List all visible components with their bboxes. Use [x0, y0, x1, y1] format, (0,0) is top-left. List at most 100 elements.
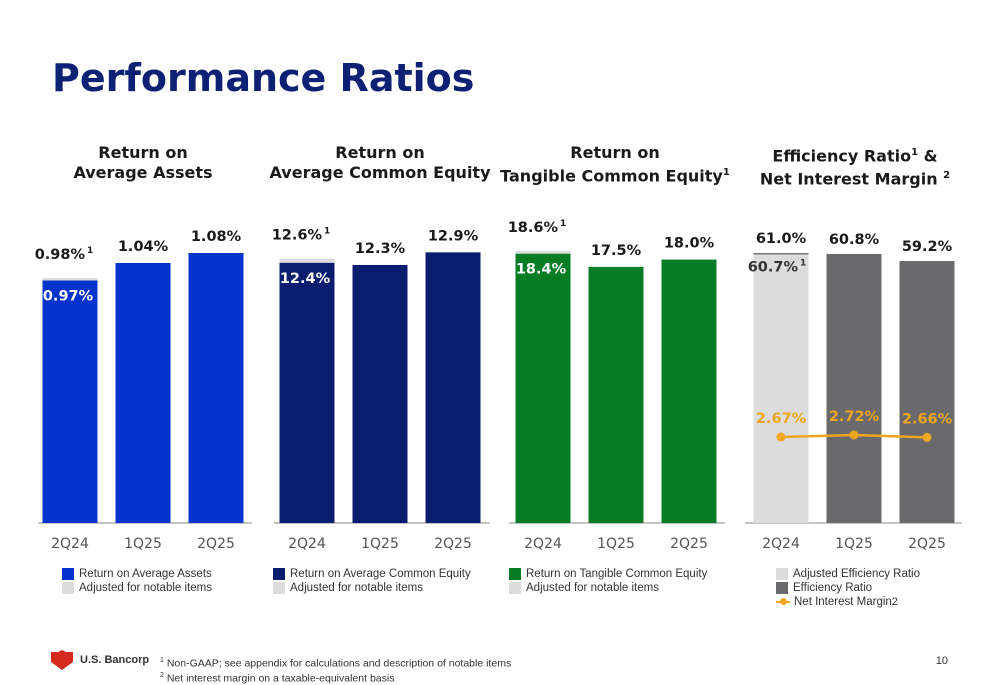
- bar-efficiency: [826, 253, 882, 523]
- legend-swatch: [62, 568, 74, 580]
- x-tick-label: 2Q24: [762, 536, 800, 552]
- page-number: 10: [935, 655, 948, 667]
- nim-data-label: 2.66%: [902, 411, 953, 427]
- legend-roaa: Return on Average Assets Adjusted for not…: [62, 567, 212, 595]
- data-label-main: 1.08%: [191, 229, 242, 245]
- panel-title-line1: Efficiency Ratio: [772, 146, 912, 166]
- data-label-efficiency: 60.8%: [829, 232, 880, 248]
- legend-swatch: [62, 582, 74, 594]
- legend-swatch: [509, 568, 521, 580]
- legend-swatch: [776, 582, 788, 594]
- panel-title-line2: Tangible Common Equity: [500, 166, 723, 186]
- legend-rotce: Return on Tangible Common Equity Adjusted…: [509, 567, 707, 595]
- legend-item: Return on Average Assets: [62, 567, 212, 581]
- panel-title-line2: Average Assets: [73, 163, 213, 182]
- panel-title-line2-wrap: Tangible Common Equity1: [500, 163, 730, 186]
- nim-data-label: 2.72%: [829, 409, 880, 425]
- legend-item: Efficiency Ratio: [776, 581, 920, 595]
- data-label-adjusted-efficiency: 60.7% 1: [748, 258, 807, 275]
- legend-item: Adjusted Efficiency Ratio: [776, 567, 920, 581]
- data-label-efficiency: 61.0%: [756, 231, 807, 247]
- x-tick-label: 2Q24: [51, 536, 89, 552]
- data-label-adjusted: 12.6% 1: [272, 227, 331, 244]
- legend-label: Return on Tangible Common Equity: [526, 568, 708, 580]
- legend-footnote-mark: 2: [891, 596, 898, 608]
- legend-item: Return on Tangible Common Equity: [509, 567, 707, 581]
- panel-title-line1: Return on: [335, 143, 425, 162]
- panel-title-line2: Net Interest Margin: [759, 169, 938, 189]
- panel-title-footnote-mark: 1: [722, 167, 730, 178]
- nim-point: [849, 430, 859, 440]
- bar-efficiency: [899, 261, 955, 523]
- legend-item: Adjusted for notable items: [62, 581, 212, 595]
- data-label-main: 0.97%: [43, 289, 94, 305]
- legend-line-swatch: [776, 597, 790, 607]
- bar-main: [279, 262, 335, 523]
- x-tick-label: 2Q25: [197, 536, 235, 552]
- x-tick-label: 1Q25: [361, 536, 399, 552]
- nim-data-label: 2.67%: [756, 411, 807, 427]
- data-label-adjusted: 0.98% 1: [35, 246, 94, 263]
- panel-title-line2: Average Common Equity: [269, 163, 491, 182]
- x-tick-label: 2Q25: [670, 536, 708, 552]
- panel-title-ampersand: &: [918, 146, 938, 166]
- page-title: Performance Ratios: [52, 56, 475, 100]
- legend-label: Net Interest Margin: [794, 596, 892, 608]
- bar-main: [352, 264, 408, 523]
- x-tick-label: 1Q25: [597, 536, 635, 552]
- legend-efficiency: Adjusted Efficiency Ratio Efficiency Rati…: [776, 567, 920, 609]
- legend-item: Adjusted for notable items: [273, 581, 471, 595]
- footnotes: 1 Non-GAAP; see appendix for calculation…: [160, 655, 511, 684]
- logo-text: U.S. Bancorp: [80, 654, 150, 666]
- panel-title-efficiency: Efficiency Ratio1 & Net Interest Margin …: [740, 143, 970, 190]
- panel-title-footnote-mark: 2: [943, 170, 951, 182]
- data-label-main: 12.3%: [355, 241, 406, 257]
- x-tick-label: 2Q24: [288, 536, 326, 552]
- data-label-main: 18.4%: [516, 262, 567, 278]
- x-tick-label: 2Q24: [524, 536, 562, 552]
- legend-roce: Return on Average Common Equity Adjusted …: [273, 567, 471, 595]
- legend-label: Adjusted Efficiency Ratio: [793, 568, 920, 580]
- panel-title-roaa: Return on Average Assets: [28, 143, 258, 183]
- legend-item: Adjusted for notable items: [509, 581, 707, 595]
- legend-swatch: [273, 568, 285, 580]
- legend-label: Adjusted for notable items: [290, 582, 423, 594]
- footnote-2-text: Net interest margin on a taxable-equival…: [166, 672, 395, 684]
- panel-title-rotce: Return on Tangible Common Equity1: [500, 143, 730, 186]
- panel-title-line1: Return on: [570, 143, 660, 162]
- footnote-1-text: Non-GAAP; see appendix for calculations …: [166, 657, 512, 670]
- legend-swatch: [509, 582, 521, 594]
- legend-item: Return on Average Common Equity: [273, 567, 471, 581]
- legend-item: Net Interest Margin 2: [776, 595, 920, 609]
- bar-main: [661, 259, 717, 523]
- bar-main: [188, 253, 244, 523]
- bar-main: [115, 263, 171, 523]
- nim-point: [922, 432, 932, 442]
- usbancorp-logo: U.S. Bancorp: [50, 650, 149, 670]
- x-tick-label: 1Q25: [835, 536, 873, 552]
- legend-swatch: [776, 568, 788, 580]
- legend-label: Efficiency Ratio: [793, 582, 873, 594]
- data-label-adjusted: 18.6% 1: [508, 219, 567, 236]
- shield-icon: [51, 650, 73, 670]
- legend-label: Return on Average Common Equity: [290, 568, 471, 580]
- bar-adjusted-efficiency: [753, 254, 809, 523]
- data-label-main: 12.4%: [280, 271, 331, 287]
- legend-label: Adjusted for notable items: [526, 582, 659, 594]
- panel-title-line2-wrap: Net Interest Margin 2: [740, 166, 970, 189]
- data-label-main: 18.0%: [664, 236, 715, 252]
- x-tick-label: 2Q25: [908, 536, 946, 552]
- bar-main: [588, 266, 644, 523]
- panel-title-line1: Return on: [98, 143, 188, 162]
- legend-label: Adjusted for notable items: [79, 582, 212, 594]
- footnote-2: 2 Net interest margin on a taxable-equiv…: [160, 670, 511, 685]
- panel-title-footnote-mark: 1: [911, 147, 919, 158]
- x-tick-label: 2Q25: [434, 536, 472, 552]
- data-label-main: 12.9%: [428, 228, 479, 244]
- legend-swatch: [273, 582, 285, 594]
- data-label-main: 17.5%: [591, 243, 642, 259]
- footnote-1: 1 Non-GAAP; see appendix for calculation…: [160, 655, 511, 670]
- footnote-2-mark: 2: [160, 671, 164, 679]
- bar-main: [515, 253, 571, 524]
